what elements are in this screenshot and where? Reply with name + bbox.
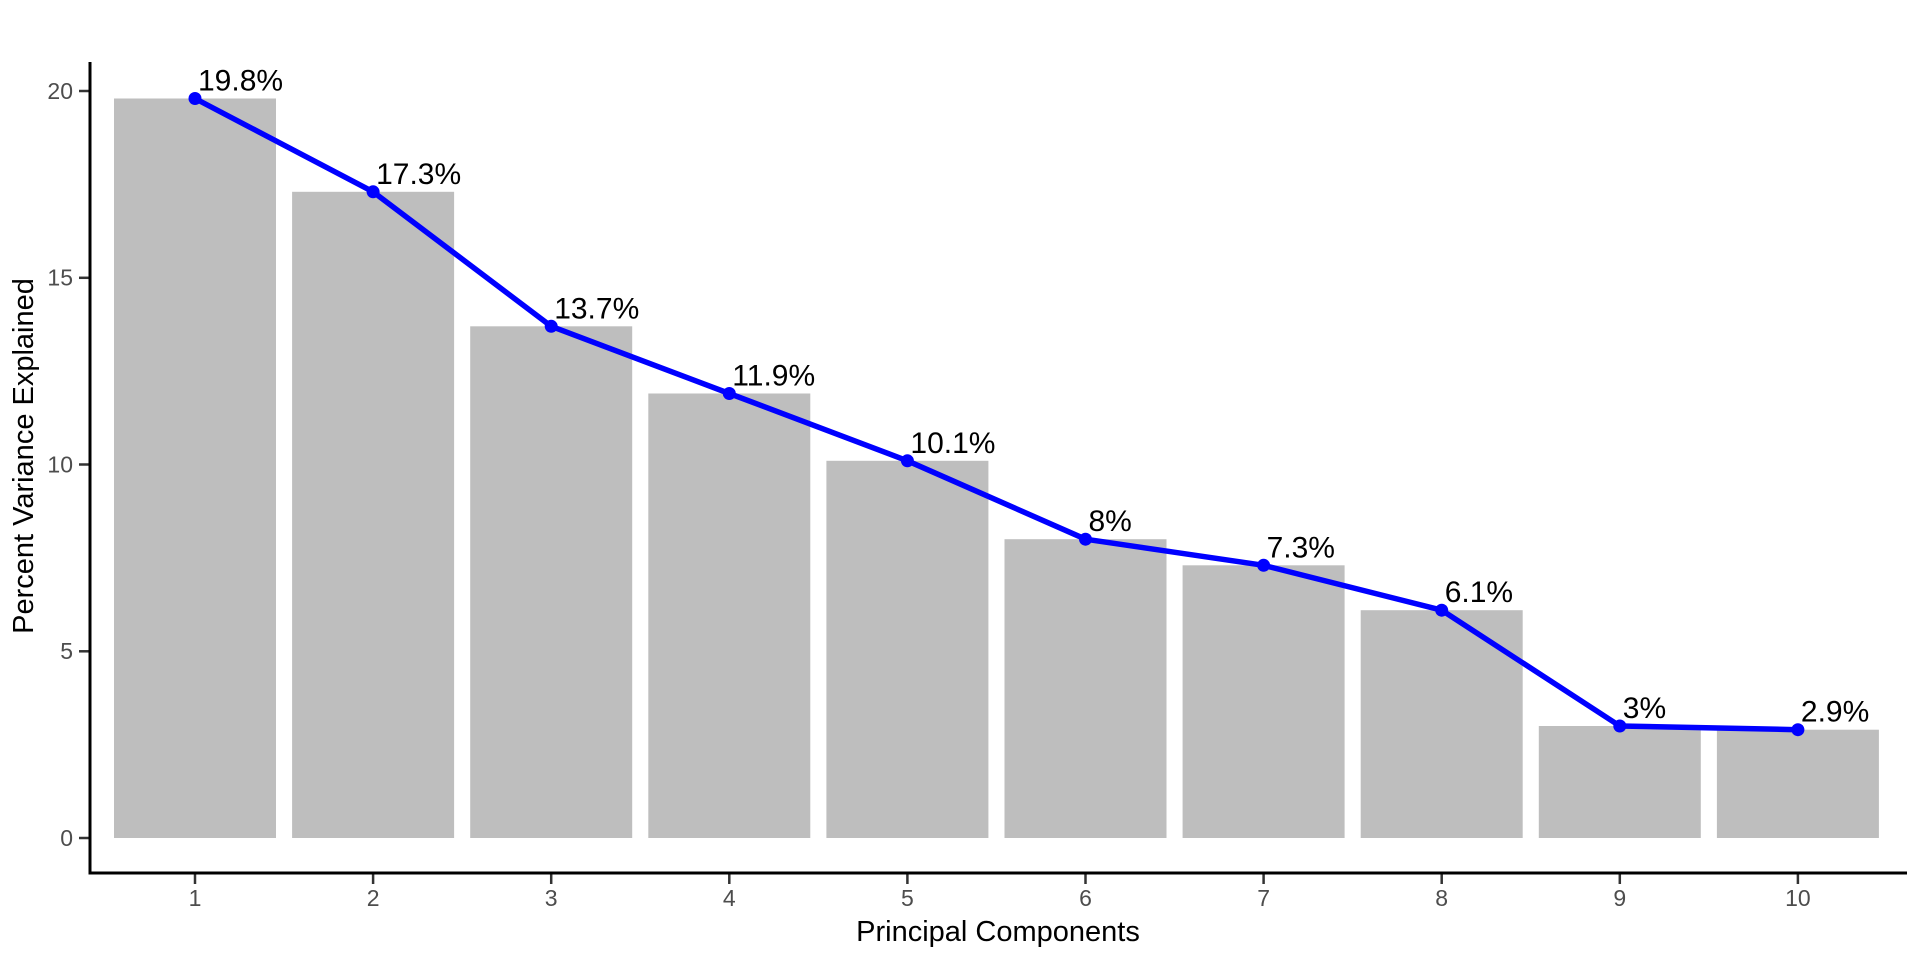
x-tick-label: 6 (1079, 885, 1092, 911)
x-tick-label: 1 (189, 885, 202, 911)
y-tick-label: 15 (47, 265, 73, 291)
y-tick-label: 5 (60, 638, 73, 664)
data-point-pc1 (188, 92, 202, 105)
value-label: 17.3% (376, 158, 461, 191)
data-point-pc10 (1791, 723, 1805, 737)
data-point-pc9 (1613, 719, 1627, 733)
data-point-pc6 (1079, 532, 1092, 546)
scree-line (192, 95, 1801, 733)
y-tick-label: 10 (47, 451, 73, 477)
data-point-pc5 (900, 454, 914, 468)
data-point-pc7 (1257, 558, 1271, 572)
bar-pc5 (826, 460, 989, 838)
data-point-pc2 (366, 185, 380, 199)
y-axis-title: Percent Variance Explained (8, 278, 40, 634)
x-tick-label: 2 (367, 885, 380, 911)
value-label: 6.1% (1445, 576, 1513, 609)
bar-pc7 (1182, 565, 1345, 838)
value-label: 19.8% (198, 65, 283, 98)
value-label: 7.3% (1267, 531, 1335, 564)
value-label: 3% (1623, 692, 1666, 725)
x-tick-label: 5 (901, 885, 914, 911)
data-point-pc4 (722, 387, 736, 400)
y-tick-label: 20 (47, 78, 73, 104)
x-tick-label: 10 (1785, 885, 1811, 911)
data-point-pc3 (544, 319, 558, 333)
x-tick-label: 7 (1257, 885, 1270, 911)
bar-pc1 (114, 98, 276, 838)
value-label: 13.7% (554, 292, 639, 325)
x-axis-title: Principal Components (856, 916, 1140, 948)
value-label: 8% (1089, 505, 1132, 538)
data-point-pc8 (1435, 603, 1449, 617)
bar-pc2 (292, 191, 455, 839)
bar-pc3 (470, 326, 633, 838)
x-tick-label: 3 (545, 885, 558, 911)
bar-pc10 (1716, 729, 1879, 838)
value-label: 10.1% (910, 427, 995, 460)
bar-pc6 (1004, 539, 1167, 838)
value-label: 2.9% (1801, 696, 1869, 729)
y-tick-label: 0 (60, 825, 73, 851)
bar-pc4 (648, 393, 811, 838)
bar-pc9 (1538, 726, 1701, 838)
x-tick-label: 9 (1613, 885, 1626, 911)
value-label: 11.9% (732, 360, 815, 393)
x-tick-label: 4 (723, 885, 736, 911)
x-tick-label: 8 (1435, 885, 1448, 911)
